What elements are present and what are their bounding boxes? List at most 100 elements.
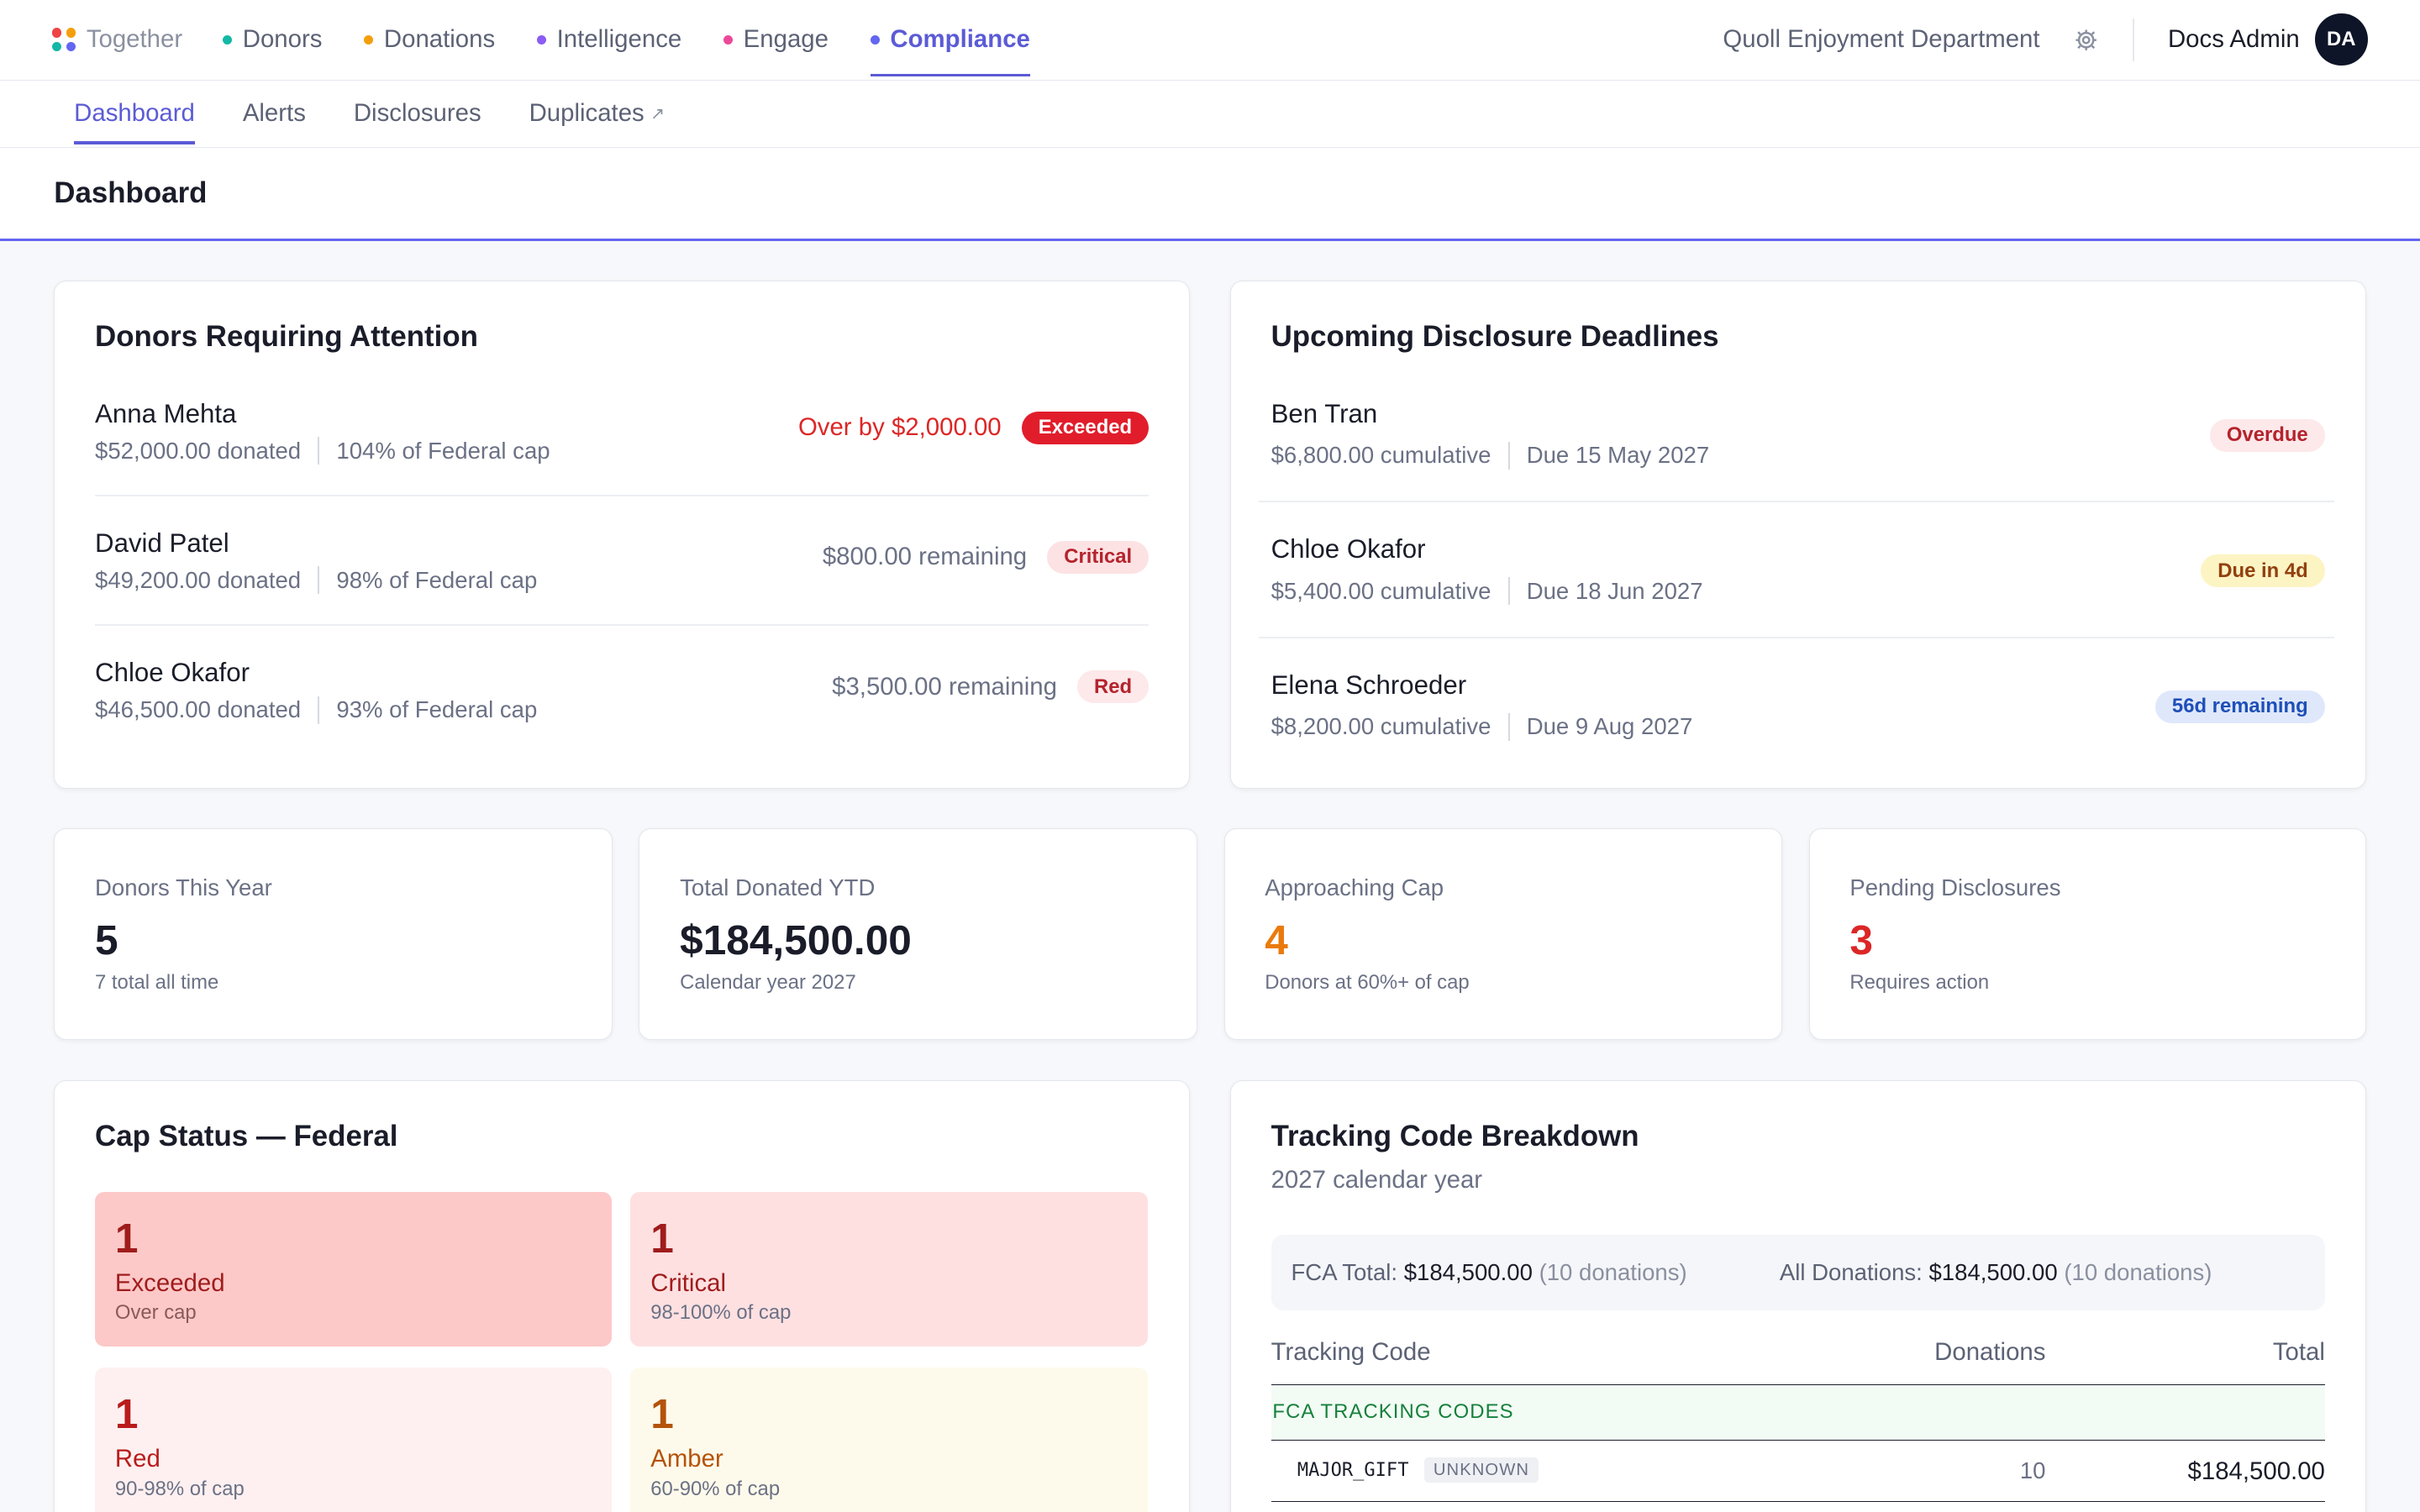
nav-intelligence[interactable]: Intelligence [536, 0, 682, 80]
status-badge: Critical [1047, 540, 1150, 574]
stat-value: 4 [1265, 916, 1288, 964]
gear-icon[interactable] [2074, 28, 2098, 52]
page-title: Dashboard [54, 176, 208, 209]
all-donations-count: (10 donations) [2064, 1259, 2212, 1286]
nav-donations[interactable]: Donations [364, 0, 495, 80]
fca-total-label: FCA Total: [1291, 1259, 1398, 1286]
stat-label: Donors This Year [95, 874, 272, 900]
tile-count: 1 [114, 1390, 139, 1438]
tile-count: 1 [650, 1214, 674, 1262]
cap-tile-red[interactable]: 1 Red 90-98% of cap [95, 1368, 613, 1512]
sub-navigation: Dashboard Alerts Disclosures Duplicates ↗ [0, 80, 2420, 149]
cumulative-amount: $5,400.00 cumulative [1270, 577, 1491, 604]
due-date: Due 15 May 2027 [1526, 442, 1710, 469]
divider [1507, 577, 1510, 606]
divider [1507, 441, 1510, 470]
donor-name: Ben Tran [1270, 398, 1378, 428]
avatar[interactable]: DA [2315, 13, 2368, 66]
tab-duplicates[interactable]: Duplicates ↗ [529, 80, 665, 148]
page-header: Dashboard [0, 148, 2420, 241]
donated-amount: $49,200.00 donated [95, 566, 302, 593]
stat-label: Total Donated YTD [680, 874, 876, 900]
list-item[interactable]: Elena Schroeder $8,200.00 cumulative Due … [1271, 670, 2325, 741]
stat-card-donors: Donors This Year 5 7 total all time [54, 828, 613, 1040]
card-title: Donors Requiring Attention [95, 320, 478, 354]
nav-engage[interactable]: Engage [723, 0, 829, 80]
list-item[interactable]: Anna Mehta $52,000.00 donated 104% of Fed… [95, 399, 1150, 465]
tab-disclosures[interactable]: Disclosures [353, 99, 481, 128]
cap-tile-exceeded[interactable]: 1 Exceeded Over cap [95, 1191, 613, 1347]
list-item[interactable]: David Patel $49,200.00 donated 98% of Fed… [95, 528, 1150, 595]
brand-name: Together [86, 25, 183, 54]
nav-dot-icon [870, 34, 880, 45]
tab-dashboard[interactable]: Dashboard [74, 80, 196, 148]
brand-logo[interactable]: Together [52, 25, 182, 54]
tile-sub: 98-100% of cap [650, 1301, 792, 1325]
stat-value: $184,500.00 [680, 916, 912, 964]
divider [318, 437, 320, 465]
divider [318, 696, 320, 724]
donated-amount: $52,000.00 donated [95, 437, 302, 464]
tile-count: 1 [114, 1214, 139, 1262]
nav-dot-icon [364, 34, 374, 45]
nav-dot-icon [222, 34, 232, 45]
status-badge: Due in 4d [2201, 554, 2325, 588]
cumulative-amount: $6,800.00 cumulative [1270, 442, 1491, 469]
brand-logo-icon [52, 28, 76, 52]
card-title: Tracking Code Breakdown [1270, 1119, 1639, 1152]
table-row[interactable]: MAJOR_GIFT UNKNOWN 10 $184,500.00 [1270, 1441, 2325, 1503]
stat-card-total-donated: Total Donated YTD $184,500.00 Calendar y… [639, 828, 1198, 1040]
nav-dot-icon [723, 34, 733, 45]
user-name[interactable]: Docs Admin [2167, 25, 2300, 54]
nav-label: Engage [743, 25, 829, 54]
stat-card-approaching-cap: Approaching Cap 4 Donors at 60%+ of cap [1223, 828, 1783, 1040]
column-header-donations[interactable]: Donations [1934, 1338, 2046, 1367]
table-header: Tracking Code Donations Total [1270, 1334, 2325, 1385]
status-badge: Overdue [2209, 418, 2325, 452]
donation-count: 10 [2019, 1457, 2046, 1483]
totals-summary: FCA Total: $184,500.00 (10 donations) Al… [1270, 1235, 2325, 1311]
nav-label: Donors [242, 25, 323, 54]
list-item[interactable]: Chloe Okafor $46,500.00 donated 93% of Fe… [95, 658, 1150, 724]
stat-hint: Donors at 60%+ of cap [1265, 971, 1470, 995]
card-title: Cap Status — Federal [95, 1119, 398, 1152]
all-donations-label: All Donations: [1779, 1259, 1923, 1286]
stat-label: Approaching Cap [1265, 874, 1444, 900]
stat-value: 5 [95, 916, 118, 964]
tile-label: Red [114, 1445, 160, 1473]
nav-compliance[interactable]: Compliance [870, 0, 1030, 80]
list-item[interactable]: Chloe Okafor $5,400.00 cumulative Due 18 … [1270, 534, 2325, 606]
nav-label: Donations [383, 25, 496, 54]
cap-tile-amber[interactable]: 1 Amber 60-90% of cap [630, 1368, 1148, 1512]
cap-percent: 93% of Federal cap [336, 696, 538, 723]
due-date: Due 18 Jun 2027 [1526, 577, 1703, 604]
organization-name[interactable]: Quoll Enjoyment Department [1723, 25, 2040, 54]
donor-name: Chloe Okafor [1270, 534, 1426, 564]
stat-hint: Calendar year 2027 [680, 971, 856, 995]
card-title: Upcoming Disclosure Deadlines [1270, 320, 1719, 354]
donated-amount: $46,500.00 donated [95, 696, 302, 723]
cap-percent: 98% of Federal cap [336, 566, 538, 593]
stat-value: 3 [1849, 916, 1873, 964]
cap-status: $3,500.00 remaining [832, 672, 1057, 701]
stat-label: Pending Disclosures [1849, 874, 2061, 900]
cap-status-card: Cap Status — Federal 1 Exceeded Over cap… [54, 1079, 1191, 1512]
status-badge: 56d remaining [2154, 690, 2325, 723]
nav-label: Intelligence [556, 25, 682, 54]
due-date: Due 9 Aug 2027 [1526, 713, 1693, 740]
column-header-total[interactable]: Total [2272, 1338, 2325, 1367]
tile-sub: Over cap [114, 1301, 197, 1325]
donor-name: David Patel [95, 528, 229, 559]
list-item[interactable]: Ben Tran $6,800.00 cumulative Due 15 May … [1271, 399, 2325, 470]
cap-status: Over by $2,000.00 [797, 413, 1002, 442]
table-group-header: FCA TRACKING CODES [1270, 1384, 2325, 1441]
tile-label: Exceeded [114, 1268, 225, 1297]
divider [1507, 712, 1510, 741]
cap-tile-critical[interactable]: 1 Critical 98-100% of cap [630, 1191, 1148, 1347]
nav-donors[interactable]: Donors [222, 0, 323, 80]
top-navigation: Together Donors Donations Intelligence E… [0, 0, 2420, 81]
tab-alerts[interactable]: Alerts [242, 99, 306, 128]
tile-label: Critical [650, 1268, 726, 1297]
column-header-tracking-code[interactable]: Tracking Code [1270, 1338, 1431, 1367]
stat-hint: 7 total all time [95, 971, 219, 995]
